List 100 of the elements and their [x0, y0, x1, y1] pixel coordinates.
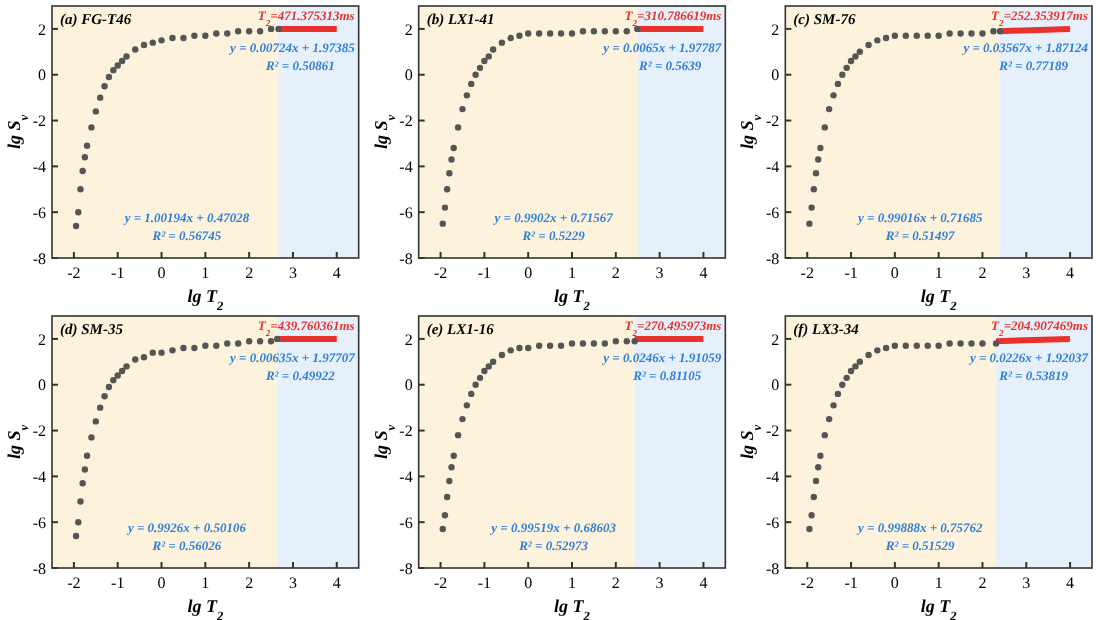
point	[992, 340, 1000, 347]
y-tick-label: -2	[399, 422, 413, 441]
point	[498, 351, 506, 359]
x-tick-label: -1	[111, 264, 125, 282]
point	[489, 358, 497, 366]
point	[476, 374, 484, 382]
y-tick-label: -4	[765, 467, 780, 486]
point	[72, 222, 80, 230]
x-tick-label: 1	[201, 574, 210, 592]
point	[245, 338, 253, 345]
point	[92, 108, 100, 115]
point	[79, 167, 86, 175]
x-tick-label: 1	[568, 264, 576, 282]
x-tick-label: 2	[245, 574, 254, 592]
x-tick-label: 2	[978, 264, 987, 282]
x-tick-label: 3	[655, 574, 664, 592]
point	[524, 30, 532, 37]
x-tick-label: 4	[1066, 264, 1075, 282]
point	[535, 342, 543, 349]
point	[568, 30, 576, 37]
point	[485, 53, 492, 60]
x-axis-title: lg T$_{2}$	[187, 286, 224, 313]
x-tick-label: -1	[844, 574, 858, 592]
point	[463, 402, 471, 409]
x-tick-label: -2	[800, 574, 814, 592]
point	[101, 82, 108, 90]
point	[485, 363, 492, 370]
point	[814, 156, 822, 163]
point	[81, 154, 89, 161]
point	[439, 220, 446, 227]
point	[516, 344, 523, 352]
y-tick-label: -6	[32, 513, 46, 532]
point	[535, 30, 543, 37]
point	[441, 204, 449, 211]
y-tick-label: -6	[765, 513, 780, 532]
point	[213, 342, 220, 349]
point	[830, 402, 837, 409]
point	[507, 34, 514, 42]
point	[191, 344, 198, 352]
x-tick-label: 0	[890, 574, 899, 592]
point	[601, 340, 609, 347]
point	[524, 344, 532, 352]
y-tick-label: -6	[765, 203, 780, 222]
point	[830, 92, 837, 99]
y-tick-label: -4	[32, 467, 46, 486]
y-tick-label: 2	[404, 20, 413, 39]
x-tick-label: 1	[568, 574, 576, 592]
y-tick-label: -6	[399, 513, 413, 532]
y-tick-label: 0	[771, 376, 780, 395]
point	[110, 66, 117, 74]
point	[634, 25, 641, 33]
point	[75, 208, 82, 216]
point	[957, 340, 964, 347]
x-axis-title: lg T$_{2}$	[554, 286, 590, 313]
point	[88, 124, 95, 131]
point	[92, 418, 100, 425]
x-tick-label: 4	[332, 574, 341, 592]
x-axis-title: lg T$_{2}$	[187, 596, 224, 620]
x-tick-label: -2	[67, 574, 81, 592]
point	[96, 94, 104, 101]
point	[812, 477, 820, 485]
point	[834, 80, 842, 88]
point	[81, 466, 89, 473]
point	[902, 342, 910, 349]
x-tick-label: 3	[655, 264, 664, 282]
point	[450, 452, 457, 459]
point	[839, 71, 846, 78]
point	[825, 415, 833, 423]
y-tick-label: -2	[399, 112, 413, 131]
x-tick-label: -2	[433, 264, 448, 282]
point	[489, 46, 497, 53]
y-tick-label: 2	[38, 330, 46, 349]
point	[847, 367, 855, 375]
y-tick-label: -8	[399, 559, 413, 578]
point	[72, 532, 80, 540]
point	[817, 452, 824, 459]
point	[180, 34, 187, 42]
point	[882, 34, 890, 42]
point	[448, 156, 455, 163]
point	[498, 39, 506, 46]
point	[481, 57, 488, 65]
point	[817, 144, 824, 152]
point	[468, 80, 475, 88]
y-tick-label: -2	[765, 422, 780, 441]
point	[557, 342, 565, 349]
point	[856, 358, 864, 366]
point	[847, 57, 855, 65]
point	[843, 374, 850, 382]
y-tick-label: 2	[404, 330, 413, 349]
point	[267, 338, 275, 345]
point	[224, 30, 231, 37]
point	[968, 340, 975, 347]
y-tick-label: 0	[38, 376, 46, 395]
point	[158, 349, 165, 356]
x-tick-label: 3	[1022, 574, 1031, 592]
point	[454, 431, 462, 439]
x-tick-label: 2	[611, 574, 620, 592]
point	[77, 498, 84, 505]
point	[979, 340, 986, 347]
point	[443, 186, 451, 193]
